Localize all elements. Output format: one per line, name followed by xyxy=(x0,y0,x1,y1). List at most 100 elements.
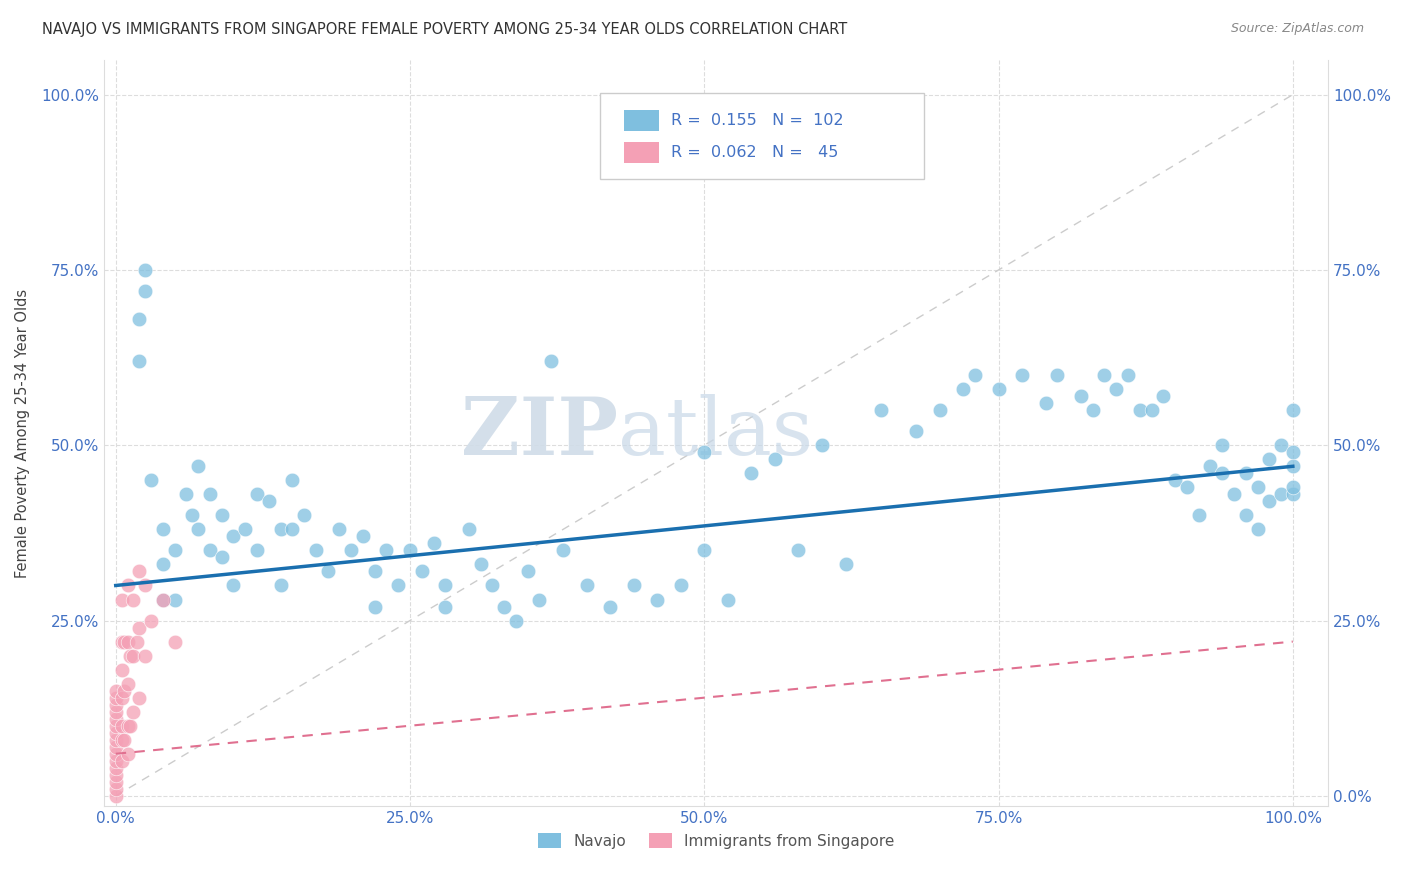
Point xyxy=(112,634,135,648)
Point xyxy=(122,705,145,719)
Point xyxy=(104,768,127,782)
Point xyxy=(470,558,492,572)
Point xyxy=(811,438,834,452)
Point xyxy=(1035,396,1057,410)
Point xyxy=(118,719,141,733)
Point xyxy=(111,719,134,733)
Point xyxy=(987,382,1010,396)
Point xyxy=(257,494,280,508)
Point xyxy=(128,354,150,368)
Point xyxy=(112,683,135,698)
Point xyxy=(1211,438,1233,452)
Point xyxy=(198,543,221,558)
Point xyxy=(1234,467,1257,481)
Text: atlas: atlas xyxy=(619,394,813,472)
Point xyxy=(905,424,928,438)
Point xyxy=(122,648,145,663)
Point xyxy=(246,487,269,501)
Point xyxy=(623,578,645,592)
Point xyxy=(1164,473,1187,487)
Point xyxy=(1011,368,1033,383)
Point xyxy=(117,578,139,592)
Point xyxy=(1140,403,1163,417)
Point xyxy=(270,522,292,536)
Point xyxy=(599,599,621,614)
Point xyxy=(281,473,304,487)
Point xyxy=(481,578,503,592)
Bar xyxy=(624,110,658,130)
Point xyxy=(352,529,374,543)
Point xyxy=(152,522,174,536)
Point xyxy=(111,663,134,677)
Point xyxy=(134,284,156,298)
Point xyxy=(364,565,387,579)
Point xyxy=(187,522,209,536)
Point xyxy=(104,712,127,726)
Point xyxy=(529,592,551,607)
Point xyxy=(104,719,127,733)
Bar xyxy=(624,142,658,162)
Point xyxy=(152,592,174,607)
Point xyxy=(551,543,574,558)
Point xyxy=(112,732,135,747)
Point xyxy=(928,403,950,417)
Point xyxy=(645,592,668,607)
Point xyxy=(139,614,162,628)
Point xyxy=(422,536,444,550)
FancyBboxPatch shape xyxy=(600,93,924,179)
Point xyxy=(963,368,986,383)
Point xyxy=(1116,368,1139,383)
Point xyxy=(340,543,363,558)
Point xyxy=(211,508,233,523)
Point xyxy=(104,683,127,698)
Point xyxy=(152,558,174,572)
Point xyxy=(1188,508,1211,523)
Point xyxy=(952,382,974,396)
Point xyxy=(187,459,209,474)
Point xyxy=(1129,403,1152,417)
Point xyxy=(457,522,479,536)
Point xyxy=(104,781,127,796)
Point xyxy=(111,634,134,648)
Point xyxy=(1270,438,1292,452)
Point xyxy=(505,614,527,628)
Point xyxy=(740,467,762,481)
Point xyxy=(246,543,269,558)
Point xyxy=(869,403,891,417)
Legend: Navajo, Immigrants from Singapore: Navajo, Immigrants from Singapore xyxy=(531,827,900,855)
Point xyxy=(104,732,127,747)
Point xyxy=(111,690,134,705)
Point xyxy=(104,789,127,803)
Point xyxy=(104,739,127,754)
Point xyxy=(1282,480,1305,494)
Point xyxy=(111,732,134,747)
Point xyxy=(139,473,162,487)
Point xyxy=(104,690,127,705)
Point xyxy=(104,725,127,739)
Point xyxy=(128,621,150,635)
Point xyxy=(434,599,457,614)
Point xyxy=(281,522,304,536)
Point xyxy=(1282,487,1305,501)
Point xyxy=(693,543,716,558)
Point xyxy=(118,648,141,663)
Point xyxy=(128,690,150,705)
Point xyxy=(516,565,538,579)
Point xyxy=(763,452,786,467)
Point xyxy=(152,592,174,607)
Point xyxy=(1175,480,1198,494)
Point xyxy=(1081,403,1104,417)
Point xyxy=(222,578,245,592)
Point xyxy=(1211,467,1233,481)
Point xyxy=(1282,403,1305,417)
Point xyxy=(233,522,256,536)
Point xyxy=(122,592,145,607)
Point xyxy=(134,578,156,592)
Point xyxy=(316,565,339,579)
Point xyxy=(104,705,127,719)
Point xyxy=(494,599,516,614)
Point xyxy=(104,747,127,761)
Point xyxy=(1105,382,1128,396)
Point xyxy=(104,774,127,789)
Point xyxy=(375,543,398,558)
